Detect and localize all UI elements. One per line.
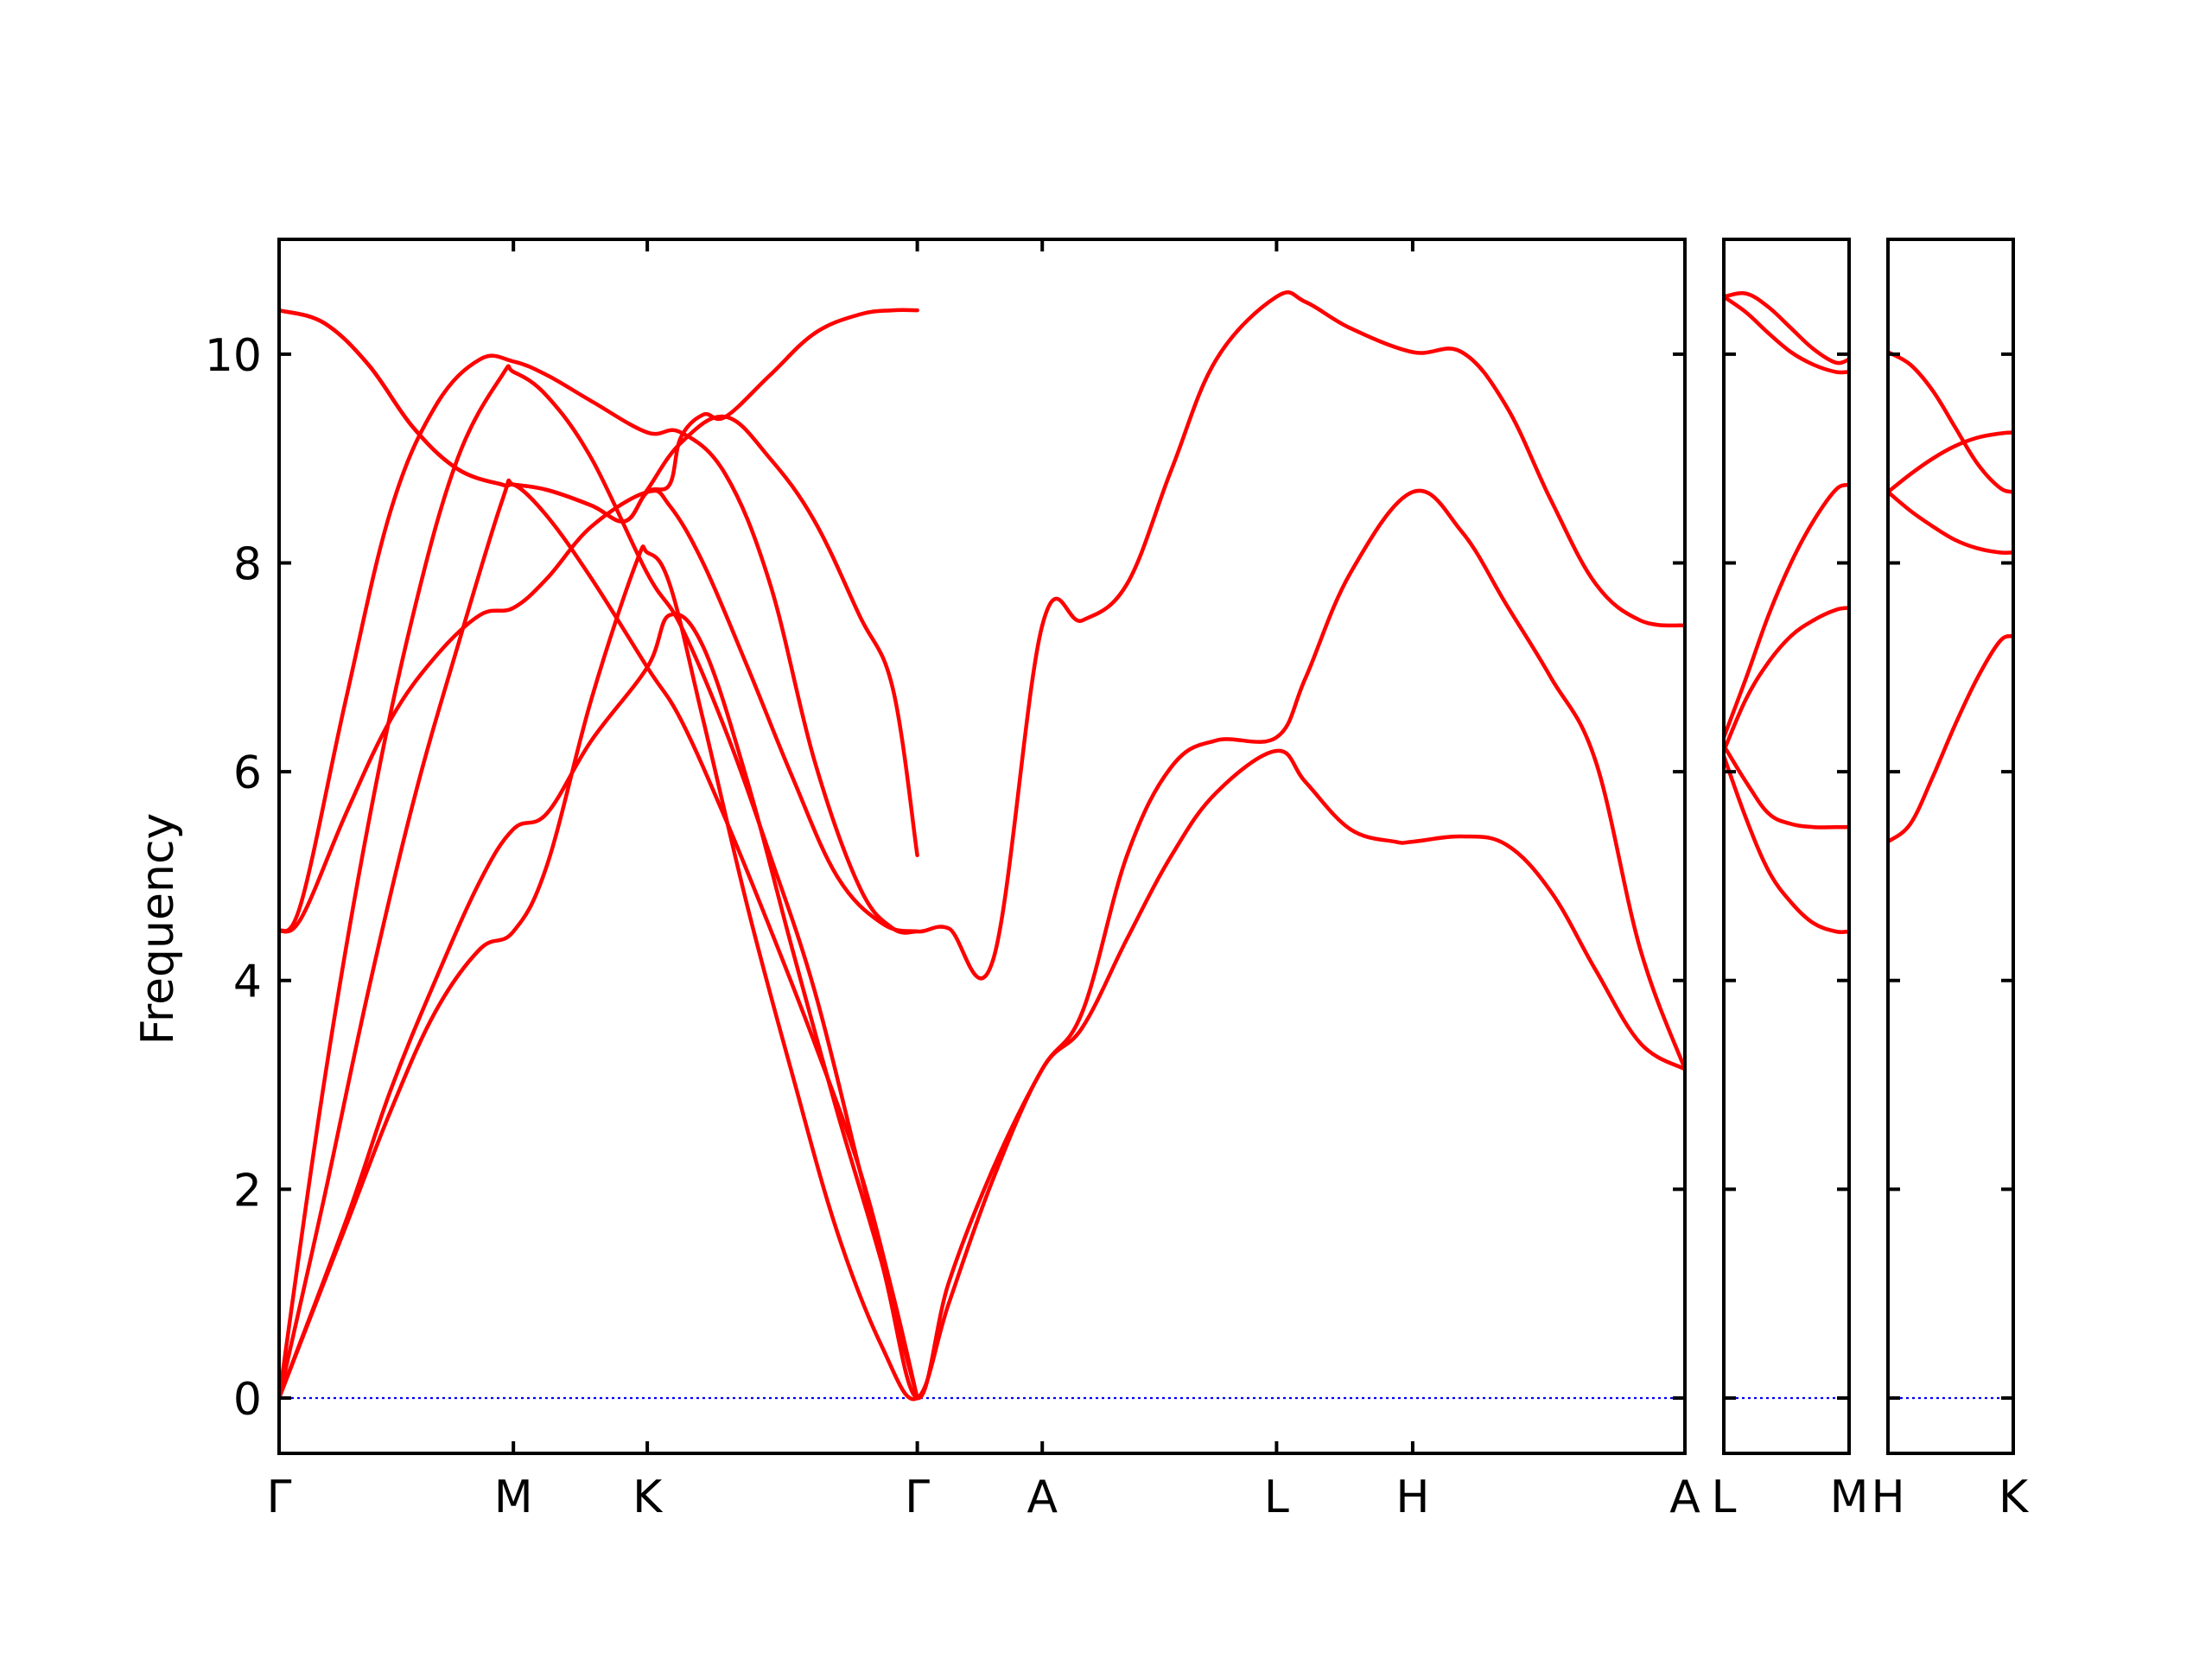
panel-frame [1722,238,1851,1455]
band-line-5 [1724,753,1849,934]
y-tick-label: 4 [233,957,262,1008]
y-tick-label: 2 [233,1165,262,1217]
panel-frame [277,238,1687,1455]
x-tick-label: M [1830,1471,1869,1523]
band-line-0 [1724,291,1849,365]
band-line-1 [1724,295,1849,375]
bands [279,290,1685,1402]
x-tick-label: H [1871,1471,1904,1523]
x-tick-label: K [632,1471,664,1523]
x-tick-label: M [494,1471,533,1523]
band-line-5 [279,353,919,935]
band-line-1 [279,488,1685,1401]
x-tick-label: L [1264,1471,1289,1523]
band-line-3 [1724,606,1849,753]
x-tick-label: Γ [905,1471,930,1523]
x-tick-label: L [1712,1471,1737,1523]
band-line-7 [279,308,919,524]
band-line-3 [1888,633,2013,844]
y-tick-label: 6 [233,747,262,799]
band-line-2 [1724,482,1849,740]
bands [1888,350,2013,844]
y-axis-label: Frequency [132,813,184,1046]
y-tick-label: 10 [205,330,262,382]
bands [1724,291,1849,934]
band-line-1 [1888,430,2013,494]
band-line-3 [279,478,919,1401]
x-tick-label: K [1999,1471,2030,1523]
y-tick-label: 8 [233,539,262,591]
panel-frame [1886,238,2015,1455]
x-tick-label: A [1027,1471,1058,1523]
band-line-4 [279,290,1685,981]
x-tick-label: A [1669,1471,1700,1523]
band-line-0 [279,544,1685,1402]
band-line-0 [1888,350,2013,494]
band-line-2 [279,364,919,1401]
x-tick-label: H [1395,1471,1429,1523]
band-line-4 [1724,743,1849,830]
band-line-2 [1888,490,2013,556]
x-tick-label: Γ [267,1471,292,1523]
band-line-6 [279,308,919,858]
y-tick-label: 0 [233,1374,262,1426]
